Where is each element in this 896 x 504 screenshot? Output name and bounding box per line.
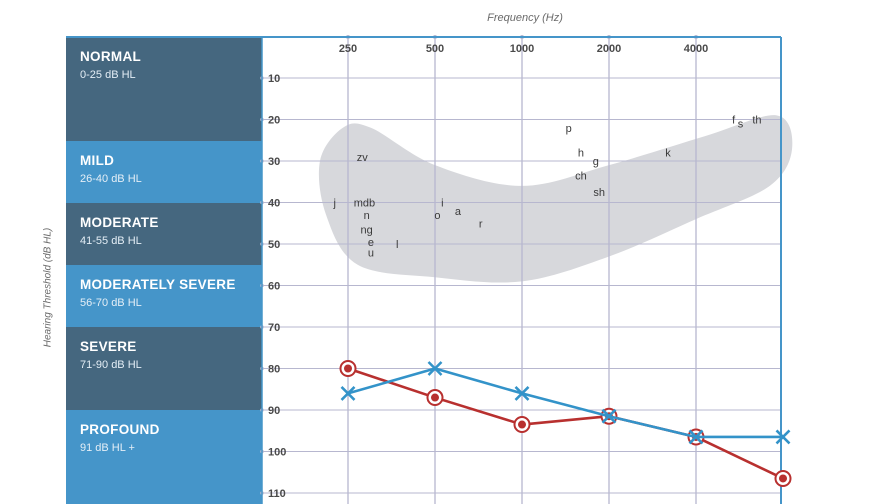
band-name: SEVERE — [80, 339, 137, 354]
series-blue-marker — [340, 385, 356, 401]
x-tick-label: 4000 — [684, 43, 708, 55]
series-red-marker-inner — [431, 393, 439, 402]
band-name: MODERATE — [80, 215, 159, 230]
x-tick-label: 2000 — [597, 43, 621, 55]
speech-sound-label: ch — [575, 171, 587, 183]
speech-sound-label: s — [738, 119, 744, 131]
series-blue-marker — [688, 429, 704, 445]
y-tick-label: 100 — [268, 447, 286, 459]
band-name: PROFOUND — [80, 422, 160, 437]
y-tick-label: 60 — [268, 281, 280, 293]
speech-sound-label: k — [665, 148, 671, 160]
series-red-marker-inner — [518, 420, 526, 429]
band-name: NORMAL — [80, 49, 142, 64]
band-range: 0-25 dB HL — [80, 69, 136, 81]
series-blue-marker — [775, 429, 791, 445]
speech-sound-label: o — [434, 210, 440, 222]
y-tick-label: 50 — [268, 239, 280, 251]
x-tick-label: 1000 — [510, 43, 534, 55]
speech-sound-label: f — [732, 115, 736, 127]
speech-sound-label: p — [566, 123, 572, 135]
band-range: 56-70 dB HL — [80, 297, 142, 309]
series-red-line — [347, 367, 784, 480]
speech-sound-label: h — [578, 148, 584, 160]
series-red-marker-inner — [344, 364, 352, 373]
x-tick-label: 500 — [426, 43, 444, 55]
series-blue-marker — [601, 408, 617, 424]
y-tick-label: 20 — [268, 115, 280, 127]
y-tick-label: 70 — [268, 322, 280, 334]
speech-sound-label: g — [593, 156, 599, 168]
speech-banana-area — [318, 115, 793, 283]
speech-sound-label: sh — [593, 187, 605, 199]
speech-sound-label: r — [479, 218, 483, 230]
x-tick-label: 250 — [339, 43, 357, 55]
band-name: MILD — [80, 153, 115, 168]
speech-sound-label: l — [396, 239, 398, 251]
y-tick-label: 110 — [268, 488, 286, 500]
series-blue-marker — [514, 385, 530, 401]
y-tick-label: 10 — [268, 73, 280, 85]
y-tick-label: 40 — [268, 198, 280, 210]
speech-sound-label: th — [752, 115, 761, 127]
y-tick-label: 90 — [268, 405, 280, 417]
band-severe: SEVERE 71-90 dB HL — [66, 327, 262, 410]
speech-sound-label: e — [368, 237, 374, 249]
band-range: 26-40 dB HL — [80, 173, 142, 185]
band-range: 91 dB HL + — [80, 442, 135, 454]
band-normal: NORMAL 0-25 dB HL — [66, 37, 262, 141]
speech-sound-label: a — [455, 206, 462, 218]
speech-sound-label: ng — [361, 224, 373, 236]
y-tick-label: 30 — [268, 156, 280, 168]
x-axis-title: Frequency (Hz) — [487, 12, 563, 24]
band-moderate: MODERATE 41-55 dB HL — [66, 203, 262, 265]
band-name: MODERATELY SEVERE — [80, 277, 236, 292]
band-range: 41-55 dB HL — [80, 235, 142, 247]
y-tick-label: 80 — [268, 364, 280, 376]
speech-sound-label: zv — [357, 152, 369, 164]
series-blue-marker — [427, 361, 443, 376]
speech-sound-label: u — [368, 247, 374, 259]
speech-sound-label: j — [333, 198, 336, 210]
band-mild: MILD 26-40 dB HL — [66, 141, 262, 203]
speech-sound-label: i — [441, 198, 443, 210]
band-range: 71-90 dB HL — [80, 359, 142, 371]
band-profound: PROFOUND 91 dB HL + — [66, 410, 262, 504]
series-blue-line — [347, 367, 783, 439]
band-moderately-severe: MODERATELY SEVERE 56-70 dB HL — [66, 265, 262, 327]
speech-sound-label: n — [364, 210, 370, 222]
speech-sound-label: mdb — [354, 198, 375, 210]
series-red-marker-inner — [779, 474, 787, 483]
